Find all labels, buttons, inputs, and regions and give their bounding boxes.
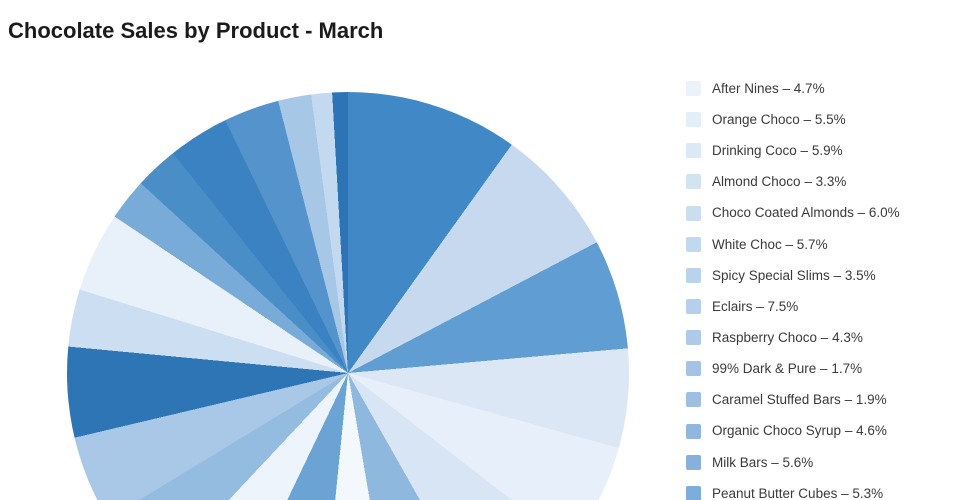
legend-item[interactable]: Peanut Butter Cubes – 5.3% xyxy=(686,478,956,500)
legend-item-label: Caramel Stuffed Bars – 1.9% xyxy=(712,393,887,407)
legend-swatch xyxy=(686,143,701,159)
legend-item-name: Drinking Coco xyxy=(712,143,797,159)
legend-item-name: White Choc xyxy=(712,236,782,252)
legend-item-label: Peanut Butter Cubes – 5.3% xyxy=(712,485,884,500)
legend-separator: – xyxy=(767,454,783,470)
legend-item-label: After Nines – 4.7% xyxy=(712,82,825,96)
legend-separator: – xyxy=(781,236,797,252)
legend-separator: – xyxy=(799,111,815,127)
legend-item-value: 5.9% xyxy=(811,143,843,159)
legend-item[interactable]: Spicy Special Slims – 3.5% xyxy=(686,260,956,291)
legend-item-label: 99% Dark & Pure – 1.7% xyxy=(712,362,862,376)
legend-item-label: Drinking Coco – 5.9% xyxy=(712,144,843,158)
legend-item-name: Eclairs xyxy=(712,298,753,314)
legend-item-label: Almond Choco – 3.3% xyxy=(712,175,846,189)
legend-item-value: 5.5% xyxy=(814,111,846,127)
legend-item-name: 99% Dark & Pure xyxy=(712,361,817,377)
legend-separator: – xyxy=(829,267,845,283)
legend-item[interactable]: Orange Choco – 5.5% xyxy=(686,104,956,135)
legend-separator: – xyxy=(853,205,869,221)
legend-item-value: 7.5% xyxy=(767,298,799,314)
legend-item[interactable]: Almond Choco – 3.3% xyxy=(686,166,956,197)
legend-item-value: 3.3% xyxy=(815,174,847,190)
legend-item-value: 5.3% xyxy=(852,485,884,500)
legend-item-value: 1.7% xyxy=(831,361,863,377)
legend-swatch xyxy=(686,205,701,221)
legend-item-name: Organic Choco Syrup xyxy=(712,423,842,439)
legend-item[interactable]: Organic Choco Syrup – 4.6% xyxy=(686,416,956,447)
legend-swatch xyxy=(686,112,701,128)
legend-swatch xyxy=(686,423,701,439)
legend-item[interactable]: Caramel Stuffed Bars – 1.9% xyxy=(686,384,956,415)
legend-item[interactable]: Eclairs – 7.5% xyxy=(686,291,956,322)
legend-item-name: Orange Choco xyxy=(712,111,800,127)
legend-swatch xyxy=(686,299,701,315)
legend-separator: – xyxy=(796,143,812,159)
legend-swatch xyxy=(686,454,701,470)
legend-item[interactable]: Drinking Coco – 5.9% xyxy=(686,135,956,166)
legend-item-name: Spicy Special Slims xyxy=(712,267,830,283)
legend-item[interactable]: After Nines – 4.7% xyxy=(686,73,956,104)
legend-item-label: Milk Bars – 5.6% xyxy=(712,454,814,470)
legend-swatch xyxy=(686,81,701,97)
legend-item-name: Peanut Butter Cubes xyxy=(712,485,838,500)
legend-separator: – xyxy=(840,392,856,408)
legend-item-label: White Choc – 5.7% xyxy=(712,236,828,252)
legend-item[interactable]: Choco Coated Almonds – 6.0% xyxy=(686,198,956,229)
legend-swatch xyxy=(686,174,701,190)
legend-item[interactable]: Milk Bars – 5.6% xyxy=(686,447,956,478)
legend-item-label: Organic Choco Syrup – 4.6% xyxy=(712,424,887,438)
legend-separator: – xyxy=(837,485,853,500)
legend-item-value: 5.7% xyxy=(796,236,828,252)
legend-item-value: 5.6% xyxy=(782,454,814,470)
legend-item-label: Raspberry Choco – 4.3% xyxy=(712,331,863,345)
legend-item-name: After Nines xyxy=(712,80,779,96)
legend-item[interactable]: White Choc – 5.7% xyxy=(686,229,956,260)
legend-item-name: Milk Bars xyxy=(712,454,768,470)
legend-separator: – xyxy=(800,174,816,190)
legend-item-value: 4.6% xyxy=(856,423,887,439)
legend-item-label: Choco Coated Almonds – 6.0% xyxy=(712,206,900,220)
legend-item-value: 4.3% xyxy=(832,329,863,345)
legend-separator: – xyxy=(841,423,857,439)
legend-swatch xyxy=(686,267,701,283)
legend-item-name: Caramel Stuffed Bars xyxy=(712,392,841,408)
chart-title: Chocolate Sales by Product - March xyxy=(8,18,384,43)
pie-chart[interactable] xyxy=(67,92,629,500)
legend-item-label: Eclairs – 7.5% xyxy=(712,300,798,314)
legend-item-label: Orange Choco – 5.5% xyxy=(712,113,846,127)
legend-separator: – xyxy=(817,329,833,345)
legend-separator: – xyxy=(816,361,832,377)
legend-swatch xyxy=(686,236,701,252)
legend-item-value: 1.9% xyxy=(855,392,887,408)
legend-item-name: Almond Choco xyxy=(712,174,801,190)
legend-item-name: Raspberry Choco xyxy=(712,329,818,345)
legend-item[interactable]: Raspberry Choco – 4.3% xyxy=(686,322,956,353)
legend-separator: – xyxy=(752,298,768,314)
legend-item-value: 4.7% xyxy=(793,80,825,96)
legend-swatch xyxy=(686,485,701,500)
legend-item-name: Choco Coated Almonds xyxy=(712,205,854,221)
legend-item-value: 6.0% xyxy=(868,205,900,221)
legend: After Nines – 4.7% Orange Choco – 5.5% D… xyxy=(686,73,956,500)
legend-item[interactable]: 99% Dark & Pure – 1.7% xyxy=(686,353,956,384)
legend-swatch xyxy=(686,361,701,377)
legend-swatch xyxy=(686,392,701,408)
legend-swatch xyxy=(686,330,701,346)
legend-item-label: Spicy Special Slims – 3.5% xyxy=(712,267,876,283)
legend-separator: – xyxy=(778,80,794,96)
legend-item-value: 3.5% xyxy=(844,267,876,283)
